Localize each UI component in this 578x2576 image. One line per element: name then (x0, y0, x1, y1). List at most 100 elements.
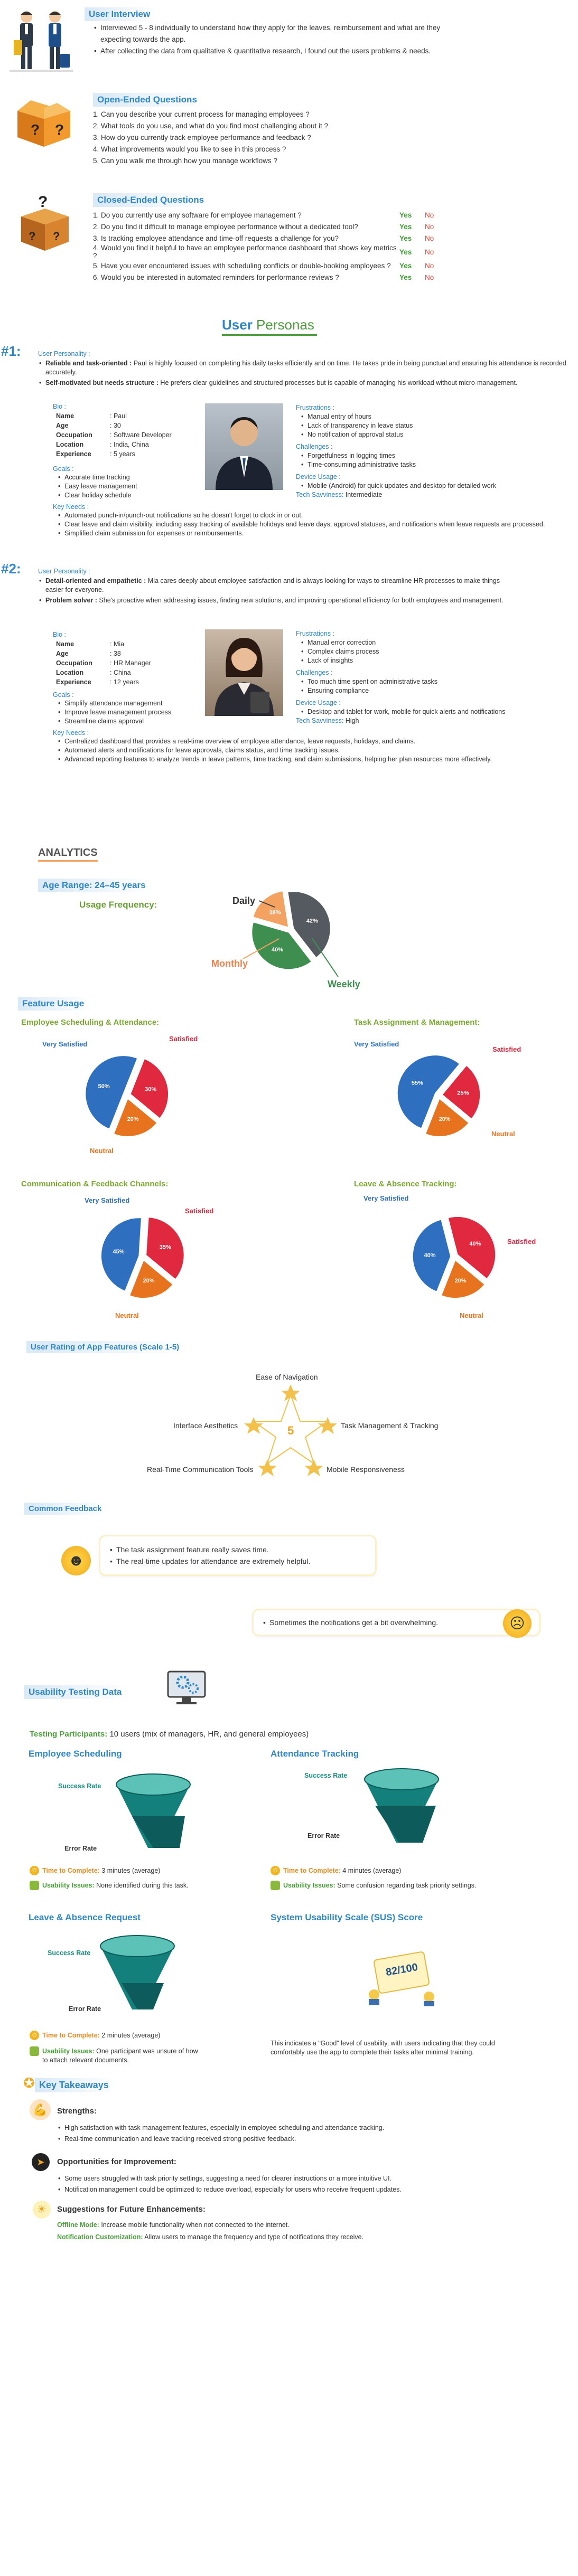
future-list: Offline Mode: Increase mobile functional… (57, 2221, 564, 2242)
success-rate-label: Success Rate (58, 1782, 101, 1790)
feedback-bubble-positive: The task assignment feature really saves… (100, 1536, 375, 1574)
pie-slice-label: 18% (269, 910, 281, 916)
feature-pie-slice (397, 1054, 460, 1129)
interview-illustration (10, 6, 73, 75)
pie-slice-label: 40% (424, 1252, 435, 1259)
svg-text:Very Satisfied: Very Satisfied (354, 1040, 399, 1048)
persona-number: #1: (1, 343, 21, 359)
persona-goals: Simplify attendance managementImprove le… (57, 699, 171, 726)
test-issues: Usability Issues: One participant was un… (42, 2047, 198, 2064)
interview-title: User Interview (85, 7, 157, 21)
freq-label-daily: Daily (232, 895, 255, 906)
rating-label: Mobile Responsiveness (327, 1465, 405, 1474)
rating-title: User Rating of App Features (Scale 1-5) (26, 1341, 186, 1353)
closed-question-row: 6. Would you be interested in automated … (93, 271, 434, 283)
closed-question: 5. Have you ever encountered issues with… (93, 261, 391, 270)
freq-label-weekly: Weekly (328, 979, 360, 989)
persona-goals-heading: Goals : (53, 465, 74, 473)
persona-number: #2: (1, 561, 21, 577)
test-funnel-chart (100, 1935, 175, 2009)
feature-pie-slice (412, 1219, 451, 1292)
success-rate-label: Success Rate (48, 1949, 91, 1957)
closed-question-row: 1. Do you currently use any software for… (93, 209, 434, 221)
svg-text:Neutral: Neutral (460, 1311, 483, 1319)
persona-bio-heading: Bio : (53, 403, 67, 410)
closed-question: 2. Do you find it difficult to manage em… (93, 222, 358, 231)
persona-traits: Reliable and task-oriented : Paul is hig… (38, 359, 566, 388)
svg-text:Satisfied: Satisfied (492, 1045, 521, 1053)
persona-goals-heading: Goals : (53, 691, 74, 699)
open-question: 1. Can you describe your current process… (93, 110, 310, 118)
question-box-icon: ? ? (10, 90, 78, 148)
persona-needs: Automated punch-in/punch-out notificatio… (57, 511, 564, 538)
persona-trait: Self-motivated but needs structure : He … (38, 379, 566, 388)
star-badge-icon: ✪ (23, 2075, 35, 2091)
feedback-bubble-negative: Sometimes the notifications get a bit ov… (254, 1610, 539, 1635)
persona-photo (205, 629, 283, 716)
pie-slice-label: 40% (272, 947, 283, 953)
svg-text:?: ? (55, 121, 64, 138)
pie-slice-label: 30% (145, 1086, 156, 1092)
persona-bio-table: Name: Paul Age: 30 Occupation: Software … (56, 412, 172, 458)
improve-heading: Opportunities for Improvement: (57, 2157, 176, 2166)
open-questions-list: 1. Can you describe your current process… (93, 109, 421, 167)
test-time: Time to Complete: 4 minutes (average) (283, 1867, 402, 1874)
svg-text:Very Satisfied: Very Satisfied (42, 1040, 87, 1048)
no-label: No (425, 248, 434, 256)
personas-title-b: Personas (252, 317, 314, 333)
interview-item: Interviewed 5 - 8 individually to unders… (93, 22, 452, 45)
interview-item: After collecting the data from qualitati… (93, 45, 452, 57)
pie-title: Communication & Feedback Channels: (21, 1180, 169, 1188)
strengths-heading: Strengths: (57, 2107, 97, 2116)
svg-text:Very Satisfied: Very Satisfied (85, 1196, 129, 1204)
clock-icon: ⏱ (30, 1866, 39, 1875)
test-title: Employee Scheduling (29, 1749, 122, 1759)
svg-text:Satisfied: Satisfied (185, 1207, 213, 1215)
clock-icon: ⏱ (271, 1866, 280, 1875)
yes-label: Yes (399, 261, 412, 270)
rating-label: Real-Time Communication Tools (147, 1465, 254, 1474)
persona-bio-table: Name: Mia Age: 38 Occupation: HR Manager… (56, 640, 151, 686)
svg-text:Neutral: Neutral (90, 1147, 114, 1155)
persona-personality-heading: User Personality : (38, 350, 90, 357)
closed-questions-title: Closed-Ended Questions (93, 193, 211, 207)
usability-issue-icon (271, 1881, 280, 1890)
svg-text:?: ? (38, 195, 48, 211)
persona-side-info: Frustrations : Manual error correctionCo… (296, 629, 571, 725)
pie-title: Task Assignment & Management: (354, 1018, 480, 1027)
persona-personality-heading: User Personality : (38, 568, 90, 575)
personas-title-a: User (222, 317, 253, 333)
test-title: Leave & Absence Request (29, 1912, 141, 1922)
interview-list: Interviewed 5 - 8 individually to unders… (93, 22, 452, 57)
age-range: Age Range: 24–45 years (38, 879, 152, 892)
usability-title: Usability Testing Data (24, 1685, 128, 1699)
test-funnel-chart (116, 1773, 191, 1848)
test-time: Time to Complete: 3 minutes (average) (42, 1867, 161, 1874)
svg-text:Satisfied: Satisfied (169, 1035, 198, 1043)
open-question: 4. What improvements would you like to s… (93, 145, 286, 153)
analytics-title: ANALYTICS (38, 847, 98, 862)
yes-label: Yes (399, 211, 412, 219)
test-time: Time to Complete: 2 minutes (average) (42, 2032, 161, 2039)
pie-slice-label: 40% (469, 1241, 481, 1247)
sus-score-card: 82/100 (365, 1948, 439, 2006)
feature-pie-slice (441, 1259, 486, 1299)
test-funnel-chart (364, 1768, 439, 1843)
gears-monitor-icon (165, 1669, 210, 1706)
persona-trait: Problem solver : She's proactive when ad… (38, 596, 514, 605)
closed-question-row: 3. Is tracking employee attendance and t… (93, 232, 434, 244)
usability-issue-icon (30, 1881, 39, 1890)
rating-label: Interface Aesthetics (173, 1421, 238, 1430)
feature-pie-slice (129, 1259, 174, 1299)
persona-trait: Reliable and task-oriented : Paul is hig… (38, 359, 566, 377)
feature-pie-chart: 50% 30% 20% Very Satisfied Satisfied Neutr… (42, 1035, 198, 1155)
feature-pie-slice (145, 1216, 185, 1280)
takeaways-title: Key Takeaways (35, 2078, 115, 2092)
persona-photo (205, 403, 283, 490)
freq-pie-slice (251, 921, 312, 970)
no-label: No (425, 261, 434, 270)
rating-center-value: 5 (287, 1424, 294, 1437)
feedback-item: The task assignment feature really saves… (109, 1544, 367, 1555)
yes-label: Yes (399, 273, 412, 281)
pie-slice-label: 50% (98, 1083, 110, 1090)
